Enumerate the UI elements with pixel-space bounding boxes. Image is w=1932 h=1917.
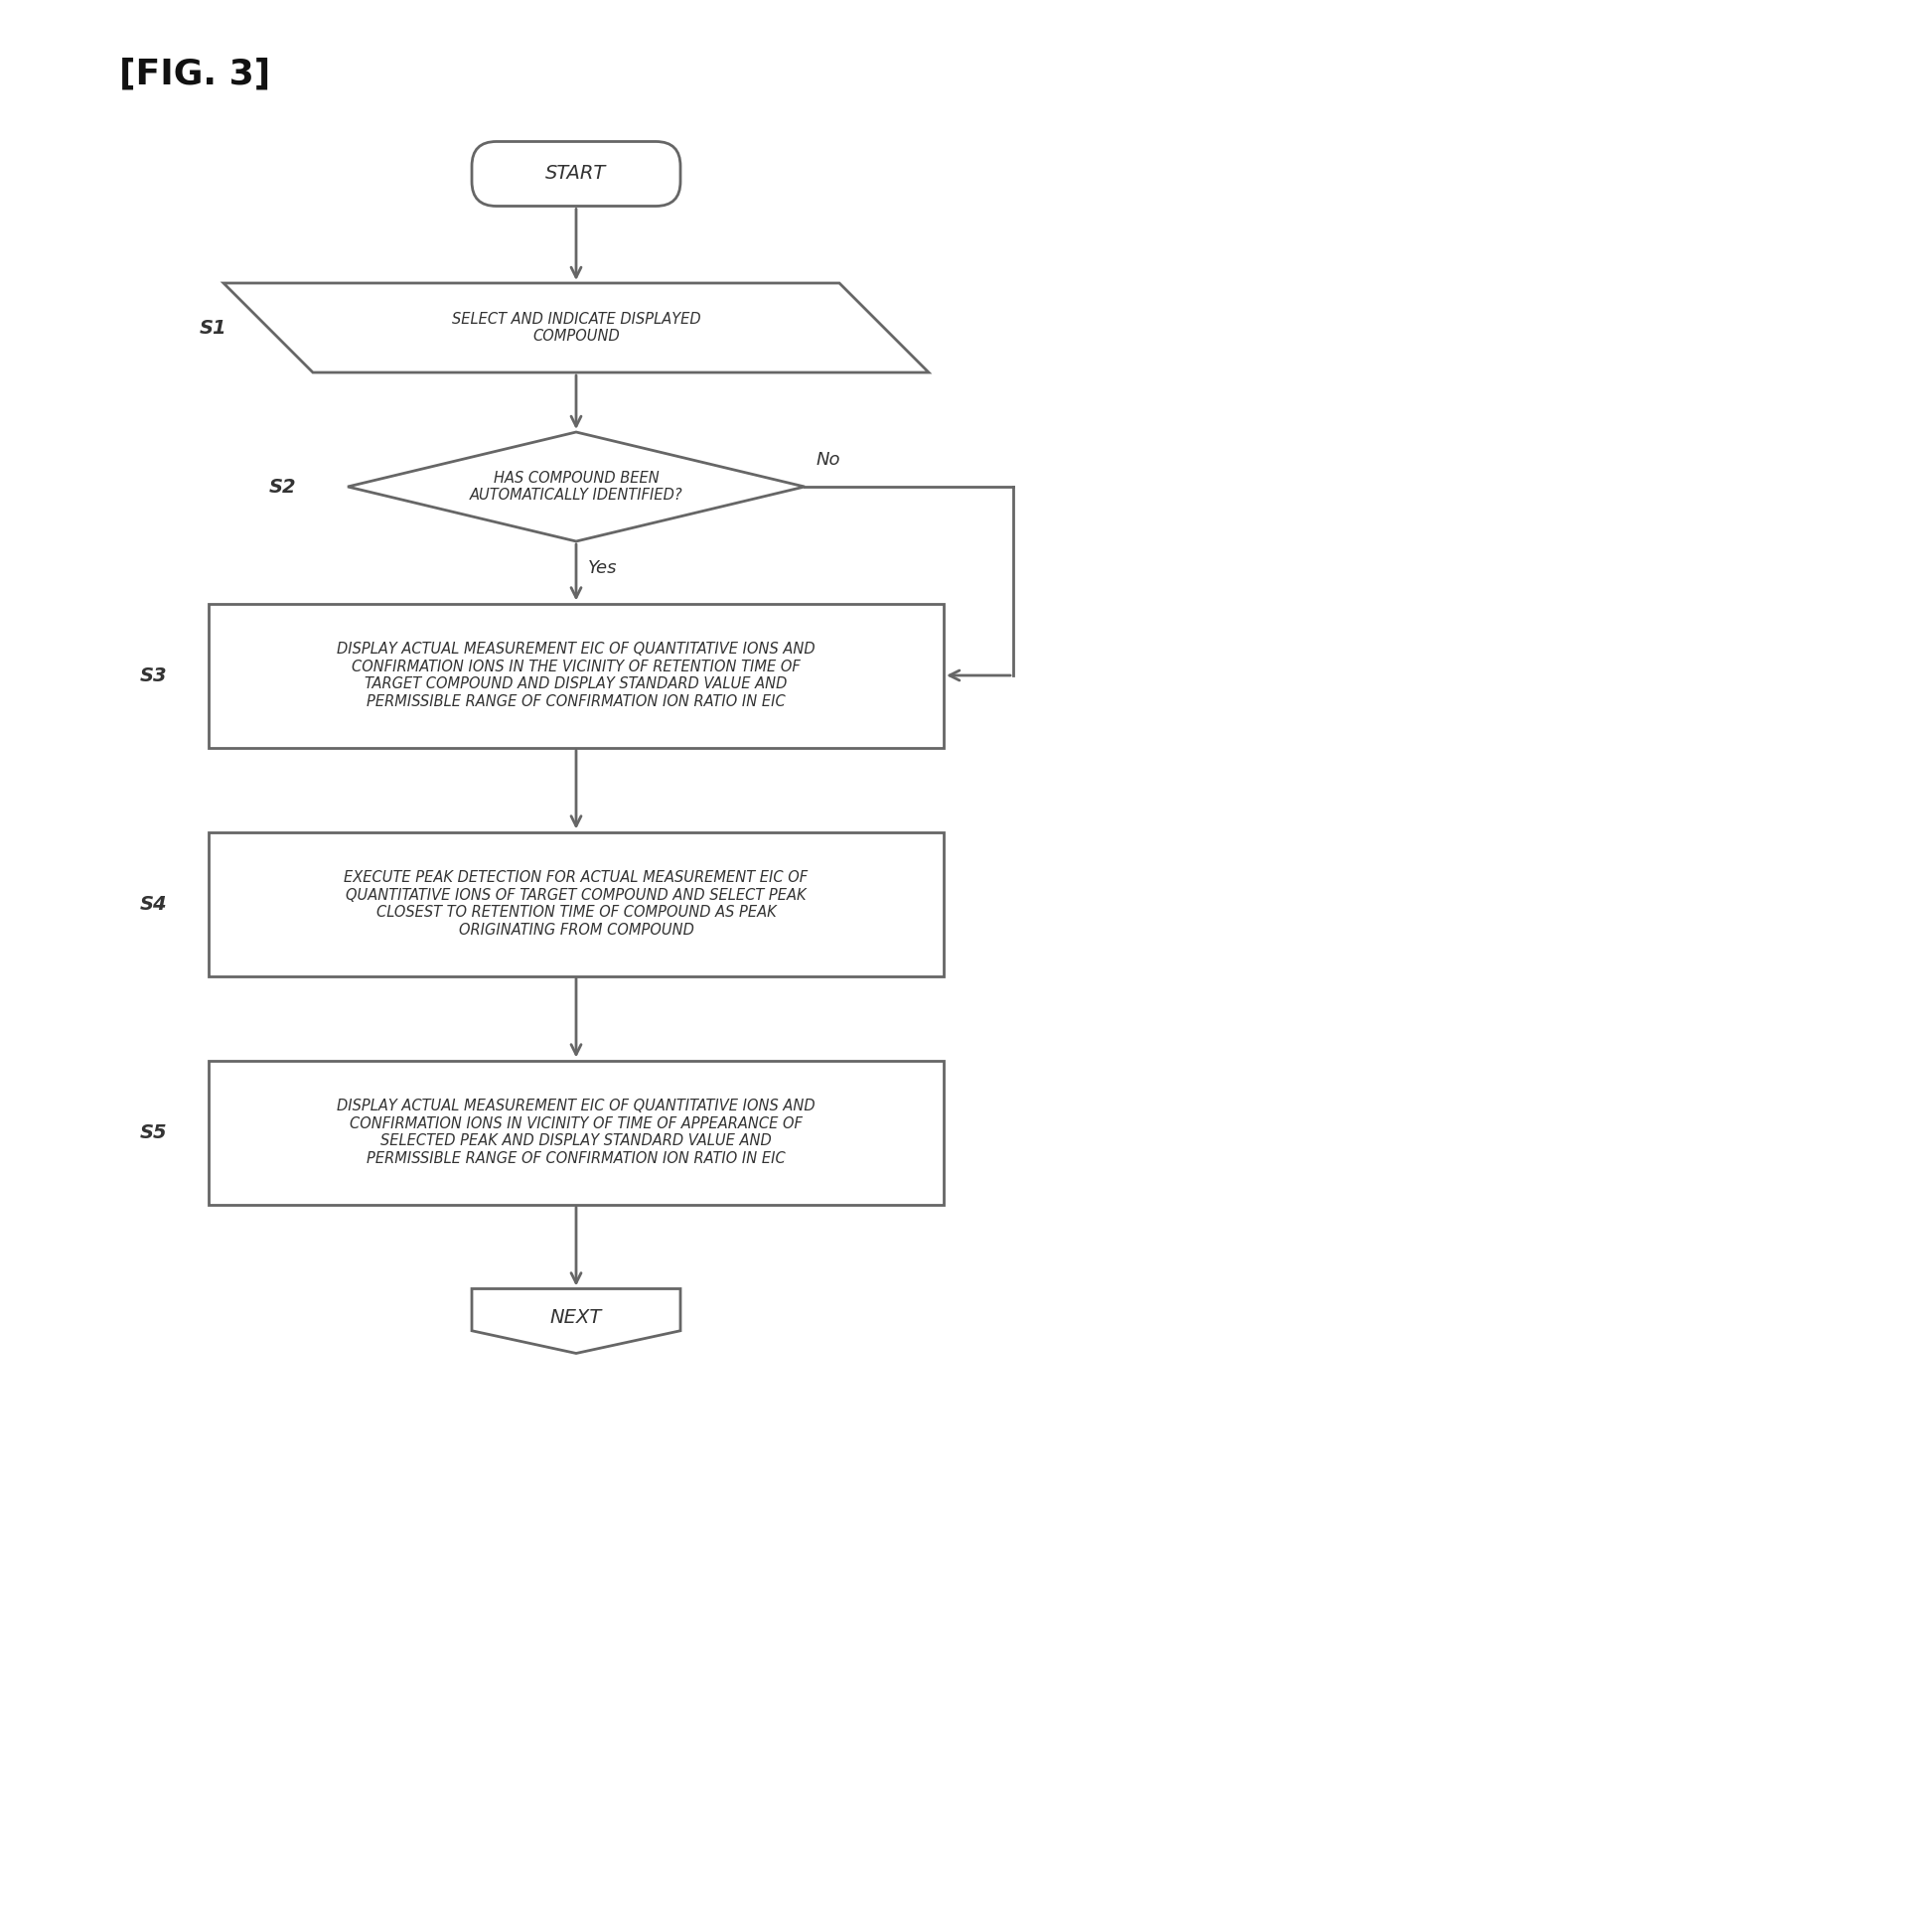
Polygon shape [471,1288,680,1353]
Polygon shape [348,431,804,541]
Text: START: START [545,165,607,184]
Text: DISPLAY ACTUAL MEASUREMENT EIC OF QUANTITATIVE IONS AND
CONFIRMATION IONS IN VIC: DISPLAY ACTUAL MEASUREMENT EIC OF QUANTI… [336,1098,815,1166]
Text: S2: S2 [269,477,298,497]
Text: SELECT AND INDICATE DISPLAYED
COMPOUND: SELECT AND INDICATE DISPLAYED COMPOUND [452,312,701,343]
Text: NEXT: NEXT [551,1309,603,1327]
Text: [FIG. 3]: [FIG. 3] [120,58,270,92]
Text: No: No [817,450,840,470]
Bar [209,1060,943,1204]
Text: HAS COMPOUND BEEN
AUTOMATICALLY IDENTIFIED?: HAS COMPOUND BEEN AUTOMATICALLY IDENTIFI… [469,470,682,502]
Text: S3: S3 [141,665,168,684]
Text: DISPLAY ACTUAL MEASUREMENT EIC OF QUANTITATIVE IONS AND
CONFIRMATION IONS IN THE: DISPLAY ACTUAL MEASUREMENT EIC OF QUANTI… [336,642,815,709]
Bar [209,604,943,748]
Text: S1: S1 [199,318,228,337]
Text: Yes: Yes [587,560,618,577]
Bar [209,832,943,976]
Text: S4: S4 [141,895,168,912]
Text: S5: S5 [141,1123,168,1143]
FancyBboxPatch shape [471,142,680,207]
Polygon shape [224,284,929,372]
Text: EXECUTE PEAK DETECTION FOR ACTUAL MEASUREMENT EIC OF
QUANTITATIVE IONS OF TARGET: EXECUTE PEAK DETECTION FOR ACTUAL MEASUR… [344,870,808,937]
